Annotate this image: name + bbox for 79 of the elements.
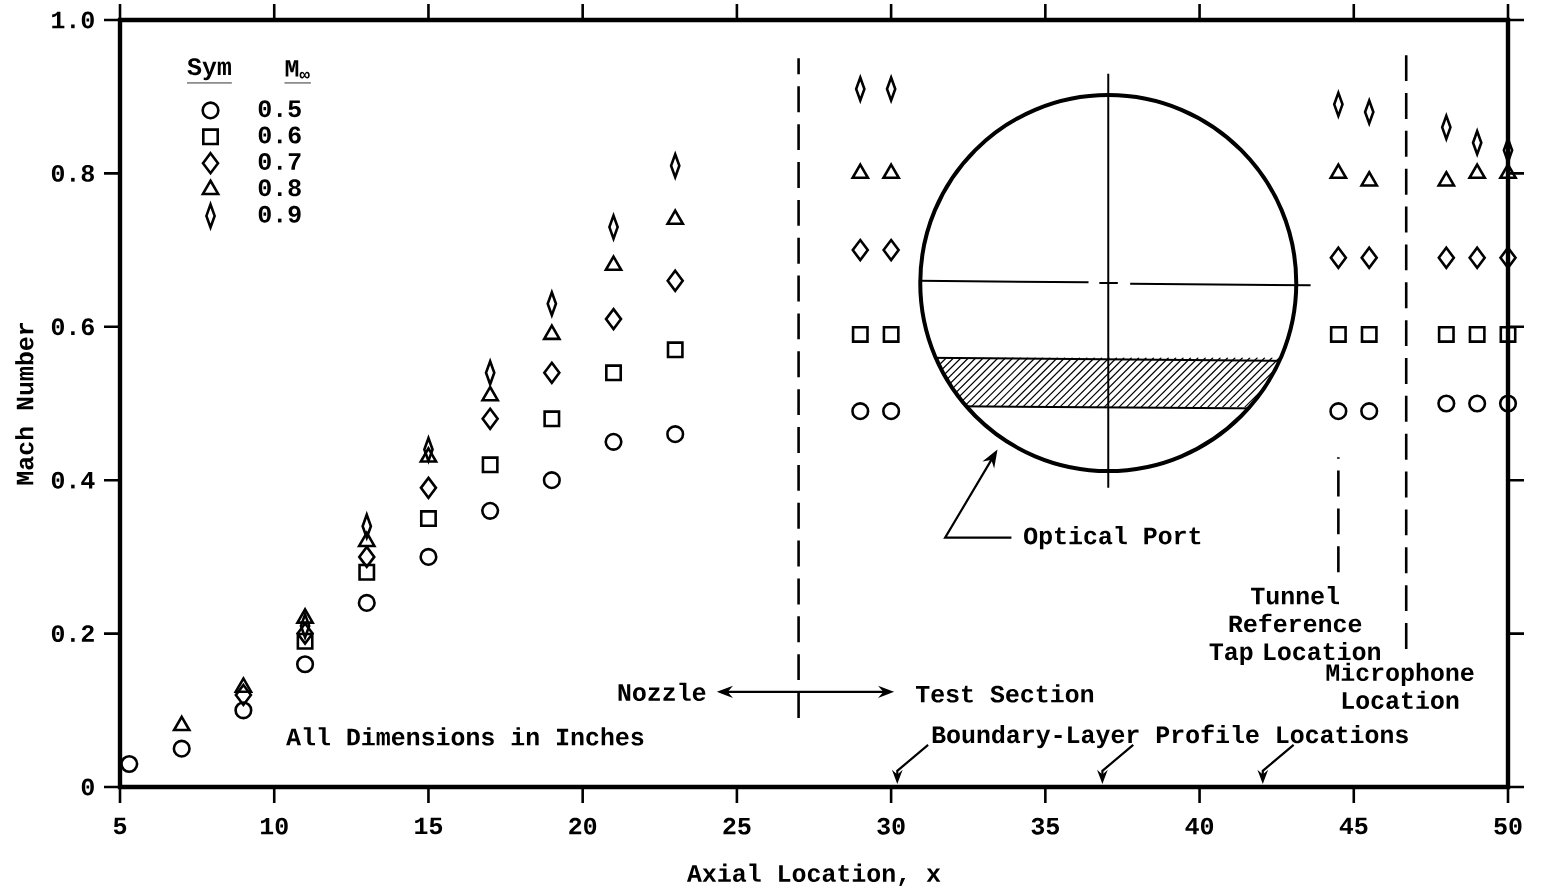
x-tick-label: 45 <box>1339 817 1368 835</box>
y-tick-label: 1.0 <box>52 11 94 29</box>
x-tick-label: 10 <box>260 817 288 835</box>
point <box>666 269 684 292</box>
annotation: All Dimensions in Inches <box>286 727 644 746</box>
annotation: Sym <box>187 58 231 80</box>
point <box>419 476 438 499</box>
legend-label: 0.8 <box>258 179 301 197</box>
point <box>120 754 139 773</box>
point <box>1360 401 1379 421</box>
point <box>481 456 499 474</box>
point <box>172 715 191 732</box>
x-tick-label: 40 <box>1185 817 1214 835</box>
annotation: Nozzle <box>618 682 706 701</box>
point <box>604 432 623 451</box>
ref-line-label: Microphone Location <box>1326 662 1474 709</box>
y-tick-label: 0 <box>81 778 94 796</box>
x-axis-title: Axial Location, x <box>686 863 941 886</box>
point <box>357 545 376 568</box>
point <box>882 238 900 262</box>
legend-title: M$_{∞}$ <box>285 59 310 79</box>
y-tick-label: 0.6 <box>51 318 94 336</box>
point <box>357 593 376 612</box>
point <box>1329 246 1348 269</box>
point <box>543 410 561 428</box>
annotation: Test Section <box>915 684 1094 703</box>
x-tick-label: 25 <box>723 817 751 835</box>
point <box>1468 394 1487 413</box>
annotation: Boundary-Layer Profile Locations <box>932 724 1408 748</box>
point <box>605 364 623 382</box>
x-tick-label: 50 <box>1494 817 1522 835</box>
point <box>542 470 561 490</box>
point <box>851 238 870 262</box>
x-tick-label: 30 <box>877 817 905 835</box>
point <box>666 341 684 359</box>
point <box>481 501 500 520</box>
point <box>295 654 315 674</box>
y-axis-title: Mach Number <box>15 322 34 485</box>
legend-label: 0.6 <box>258 126 301 144</box>
x-tick-label: 35 <box>1031 817 1059 835</box>
point <box>296 622 314 645</box>
point <box>1468 325 1486 343</box>
point <box>419 509 437 527</box>
legend-label: 0.9 <box>258 205 301 223</box>
point <box>419 547 438 566</box>
x-tick-label: 5 <box>113 817 127 835</box>
annotation: Optical Port <box>1024 525 1201 550</box>
y-tick-label: 0.8 <box>51 164 94 182</box>
point <box>851 325 869 343</box>
legend-label: 0.5 <box>258 100 301 117</box>
legend-label: 0.7 <box>258 152 301 170</box>
point <box>234 683 253 707</box>
y-tick-label: 0.4 <box>51 471 95 489</box>
point <box>543 361 561 384</box>
point <box>1437 246 1456 269</box>
point <box>666 424 685 444</box>
point <box>851 401 870 421</box>
point <box>1499 325 1517 343</box>
point <box>882 401 901 421</box>
point <box>882 325 900 343</box>
point <box>234 701 253 720</box>
point <box>1499 246 1517 269</box>
point <box>172 739 191 758</box>
point <box>357 531 376 548</box>
point <box>1329 401 1348 421</box>
point <box>481 407 499 430</box>
point <box>1498 394 1518 413</box>
point <box>604 307 623 331</box>
point <box>358 563 376 581</box>
y-tick-label: 0.2 <box>51 624 94 642</box>
x-tick-label: 20 <box>569 817 597 835</box>
point <box>1360 246 1379 269</box>
point <box>1360 325 1378 343</box>
point <box>1468 246 1486 269</box>
point <box>1437 325 1455 343</box>
point <box>296 632 314 650</box>
x-tick-label: 15 <box>415 817 443 835</box>
point <box>1437 394 1456 413</box>
point <box>1329 325 1347 343</box>
